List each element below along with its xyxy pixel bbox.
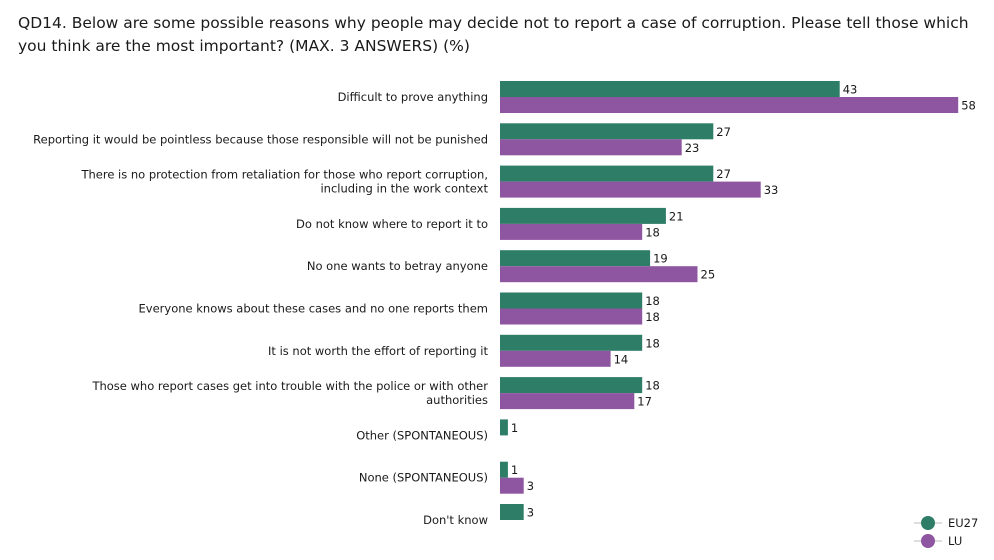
category-label: It is not worth the effort of reporting … bbox=[268, 344, 488, 358]
bar-lu bbox=[500, 308, 643, 325]
legend: EU27 LU bbox=[914, 516, 978, 548]
value-label: 14 bbox=[614, 352, 629, 366]
value-label: 27 bbox=[716, 167, 731, 181]
category-label: Don't know bbox=[423, 513, 488, 527]
value-label: 18 bbox=[645, 336, 660, 350]
legend-marker-lu bbox=[921, 534, 935, 548]
category-label: Difficult to prove anything bbox=[338, 90, 488, 104]
bar-eu27 bbox=[500, 292, 643, 309]
bar-lu bbox=[500, 181, 761, 198]
category-label: Reporting it would be pointless because … bbox=[33, 132, 488, 146]
category-label: None (SPONTANEOUS) bbox=[359, 471, 488, 485]
value-label: 1 bbox=[511, 421, 518, 435]
bar-lu bbox=[500, 97, 959, 113]
value-label: 3 bbox=[527, 506, 534, 520]
bar-lu bbox=[500, 266, 698, 283]
category-label: Those who report cases get into trouble … bbox=[91, 379, 488, 407]
bar-eu27 bbox=[500, 250, 651, 267]
bar-lu bbox=[500, 223, 643, 240]
legend-label: LU bbox=[948, 534, 962, 548]
labels-layer: Difficult to prove anything 43 58 Reporting… bbox=[33, 83, 976, 528]
bar-eu27 bbox=[500, 81, 840, 97]
value-label: 43 bbox=[843, 83, 858, 97]
bars-layer bbox=[500, 81, 959, 520]
bar-lu bbox=[500, 350, 611, 367]
category-label: There is no protection from retaliation … bbox=[80, 168, 488, 196]
category-label: Do not know where to report it to bbox=[296, 217, 488, 231]
value-label: 3 bbox=[527, 479, 534, 493]
bar-eu27 bbox=[500, 165, 714, 182]
category-label: Other (SPONTANEOUS) bbox=[356, 428, 488, 442]
bar-eu27 bbox=[500, 461, 508, 478]
bar-eu27 bbox=[500, 334, 643, 351]
value-label: 18 bbox=[645, 225, 660, 239]
value-label: 18 bbox=[645, 379, 660, 393]
category-label: Everyone knows about these cases and no … bbox=[139, 302, 488, 316]
bar-eu27 bbox=[500, 419, 508, 436]
bar-eu27 bbox=[500, 377, 643, 394]
chart-title: QD14. Below are some possible reasons wh… bbox=[18, 14, 969, 55]
value-label: 18 bbox=[645, 310, 660, 324]
legend-marker-eu27 bbox=[921, 516, 935, 530]
value-label: 18 bbox=[645, 294, 660, 308]
value-label: 21 bbox=[669, 209, 684, 223]
category-label: No one wants to betray anyone bbox=[307, 259, 488, 273]
bar-eu27 bbox=[500, 504, 524, 520]
bar-lu bbox=[500, 139, 682, 156]
bar-lu bbox=[500, 477, 524, 494]
value-label: 25 bbox=[701, 268, 716, 282]
value-label: 58 bbox=[961, 99, 976, 113]
value-label: 17 bbox=[637, 395, 652, 409]
bar-lu bbox=[500, 393, 635, 410]
value-label: 1 bbox=[511, 463, 518, 477]
bar-eu27 bbox=[500, 207, 666, 224]
value-label: 33 bbox=[764, 183, 779, 197]
value-label: 19 bbox=[653, 252, 668, 266]
value-label: 23 bbox=[685, 141, 700, 155]
value-label: 27 bbox=[716, 125, 731, 139]
bar-eu27 bbox=[500, 123, 714, 140]
legend-label: EU27 bbox=[948, 516, 978, 530]
